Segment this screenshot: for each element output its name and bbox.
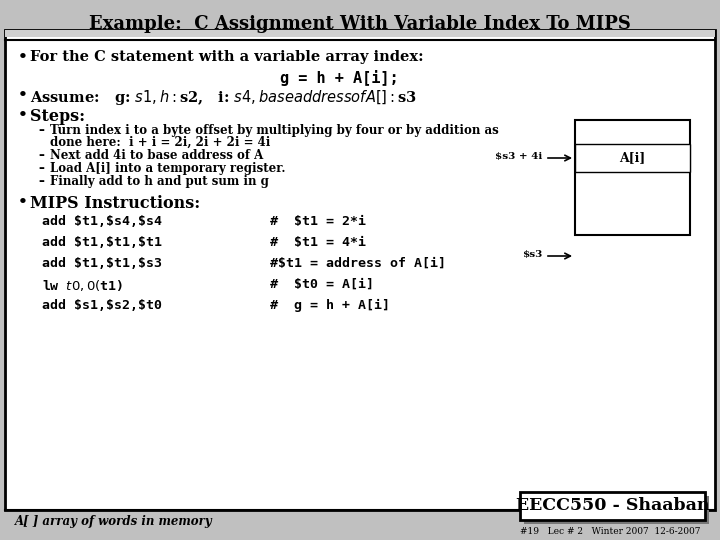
Text: •: •: [18, 50, 28, 64]
Text: g = h + A[i];: g = h + A[i];: [280, 70, 399, 86]
Text: add $t1,$t1,$s3: add $t1,$t1,$s3: [42, 257, 162, 270]
Text: Load A[i] into a temporary register.: Load A[i] into a temporary register.: [50, 162, 286, 175]
Text: Steps:: Steps:: [30, 108, 85, 125]
Text: A[i]: A[i]: [619, 152, 646, 165]
Text: MIPS Instructions:: MIPS Instructions:: [30, 195, 200, 212]
Bar: [520, 492, 705, 520]
Text: #  $t1 = 4*i: # $t1 = 4*i: [270, 236, 366, 249]
Bar: [524, 496, 709, 524]
Bar: [5, 30, 715, 37]
Text: lw $t0,0($t1): lw $t0,0($t1): [42, 278, 123, 293]
Text: –: –: [38, 175, 44, 188]
Text: A[ ] array of words in memory: A[ ] array of words in memory: [15, 516, 212, 529]
Bar: [575, 144, 690, 172]
Text: •: •: [18, 88, 28, 102]
Text: add $t1,$s4,$s4: add $t1,$s4,$s4: [42, 215, 162, 228]
Text: done here:  i + i = 2i, 2i + 2i = 4i: done here: i + i = 2i, 2i + 2i = 4i: [50, 136, 271, 149]
Text: Example:  C Assignment With Variable Index To MIPS: Example: C Assignment With Variable Inde…: [89, 15, 631, 33]
Text: #19   Lec # 2   Winter 2007  12-6-2007: #19 Lec # 2 Winter 2007 12-6-2007: [520, 528, 701, 537]
Text: Next add 4i to base address of A: Next add 4i to base address of A: [50, 149, 264, 162]
Text: #  g = h + A[i]: # g = h + A[i]: [270, 299, 390, 312]
Text: –: –: [38, 149, 44, 162]
Text: –: –: [38, 162, 44, 175]
Text: –: –: [38, 124, 44, 137]
Text: Assume:   g: $s1,   h: $s2,   i: $s4,  base address of A[ ]: $s3: Assume: g: $s1, h: $s2, i: $s4, base add…: [30, 88, 417, 107]
Text: Turn index i to a byte offset by multiplying by four or by addition as: Turn index i to a byte offset by multipl…: [50, 124, 499, 137]
Text: •: •: [18, 195, 28, 209]
Text: #  $t1 = 2*i: # $t1 = 2*i: [270, 215, 366, 228]
Text: #$t1 = address of A[i]: #$t1 = address of A[i]: [270, 257, 446, 270]
Text: For the C statement with a variable array index:: For the C statement with a variable arra…: [30, 50, 423, 64]
Text: Finally add to h and put sum in g: Finally add to h and put sum in g: [50, 175, 269, 188]
Text: $s3 + 4i: $s3 + 4i: [495, 152, 542, 161]
Text: add $t1,$t1,$t1: add $t1,$t1,$t1: [42, 236, 162, 249]
Text: EECC550 - Shaaban: EECC550 - Shaaban: [516, 497, 709, 515]
Bar: [575, 120, 690, 235]
Text: #  $t0 = A[i]: # $t0 = A[i]: [270, 278, 374, 291]
Text: •: •: [18, 108, 28, 122]
Text: add $s1,$s2,$t0: add $s1,$s2,$t0: [42, 299, 162, 312]
Text: $s3: $s3: [522, 251, 542, 260]
Bar: [5, 30, 715, 510]
